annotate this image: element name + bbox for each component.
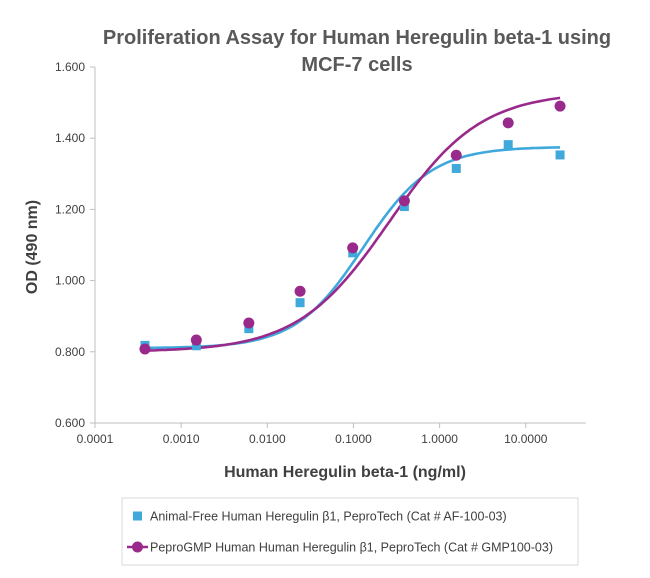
legend-box [121, 497, 579, 566]
data-point-series-2 [190, 334, 202, 346]
legend-marker-series-2 [132, 541, 143, 553]
data-point-series-2 [398, 195, 410, 207]
data-point-series-2 [347, 242, 359, 254]
data-point-series-1 [503, 140, 513, 150]
x-tick-label: 0.0100 [249, 432, 286, 446]
y-tick-label: 1.000 [55, 274, 85, 288]
y-axis-label: OD (490 nm) [24, 200, 41, 294]
x-tick-label: 10.0000 [504, 432, 548, 446]
x-tick-label: 0.0010 [163, 432, 200, 446]
data-point-series-2 [243, 317, 255, 329]
chart-title-line-1: Proliferation Assay for Human Heregulin … [103, 27, 611, 49]
legend-label-series-2: PeproGMP Human Human Heregulin β1, Pepro… [150, 541, 553, 555]
data-point-series-1 [451, 163, 461, 173]
legend-marker-series-1 [133, 511, 142, 521]
x-tick-label: 1.0000 [421, 432, 458, 446]
legend: Animal-Free Human Heregulin β1, PeproTec… [127, 510, 553, 555]
data-point-series-2 [294, 285, 306, 297]
data-point-series-2 [139, 343, 151, 355]
data-point-series-1 [244, 324, 254, 334]
data-point-series-2 [502, 117, 514, 129]
y-tick-label: 1.200 [55, 202, 85, 216]
chart-title-line-2: MCF-7 cells [301, 54, 412, 76]
y-tick-label: 1.600 [55, 60, 85, 74]
data-point-series-2 [554, 100, 566, 112]
x-tick-label: 0.1000 [335, 432, 372, 446]
y-tick-label: 0.800 [55, 345, 85, 359]
y-tick-label: 0.600 [55, 416, 85, 430]
x-tick-label: 0.0001 [77, 432, 114, 446]
data-point-series-2 [450, 149, 462, 161]
plot-area: 0.600 0.800 1.000 1.200 1.400 1.600 0.0001 0.00… [55, 60, 586, 446]
fit-curve-series-2 [144, 96, 561, 352]
data-point-series-1 [555, 150, 565, 160]
data-point-series-1 [399, 202, 409, 212]
data-point-series-1 [191, 341, 201, 351]
y-tick-label: 1.400 [55, 131, 85, 145]
x-axis-label: Human Heregulin beta-1 (ng/ml) [224, 464, 466, 481]
legend-label-series-1: Animal-Free Human Heregulin β1, PeproTec… [150, 510, 507, 524]
data-point-series-1 [295, 298, 305, 308]
